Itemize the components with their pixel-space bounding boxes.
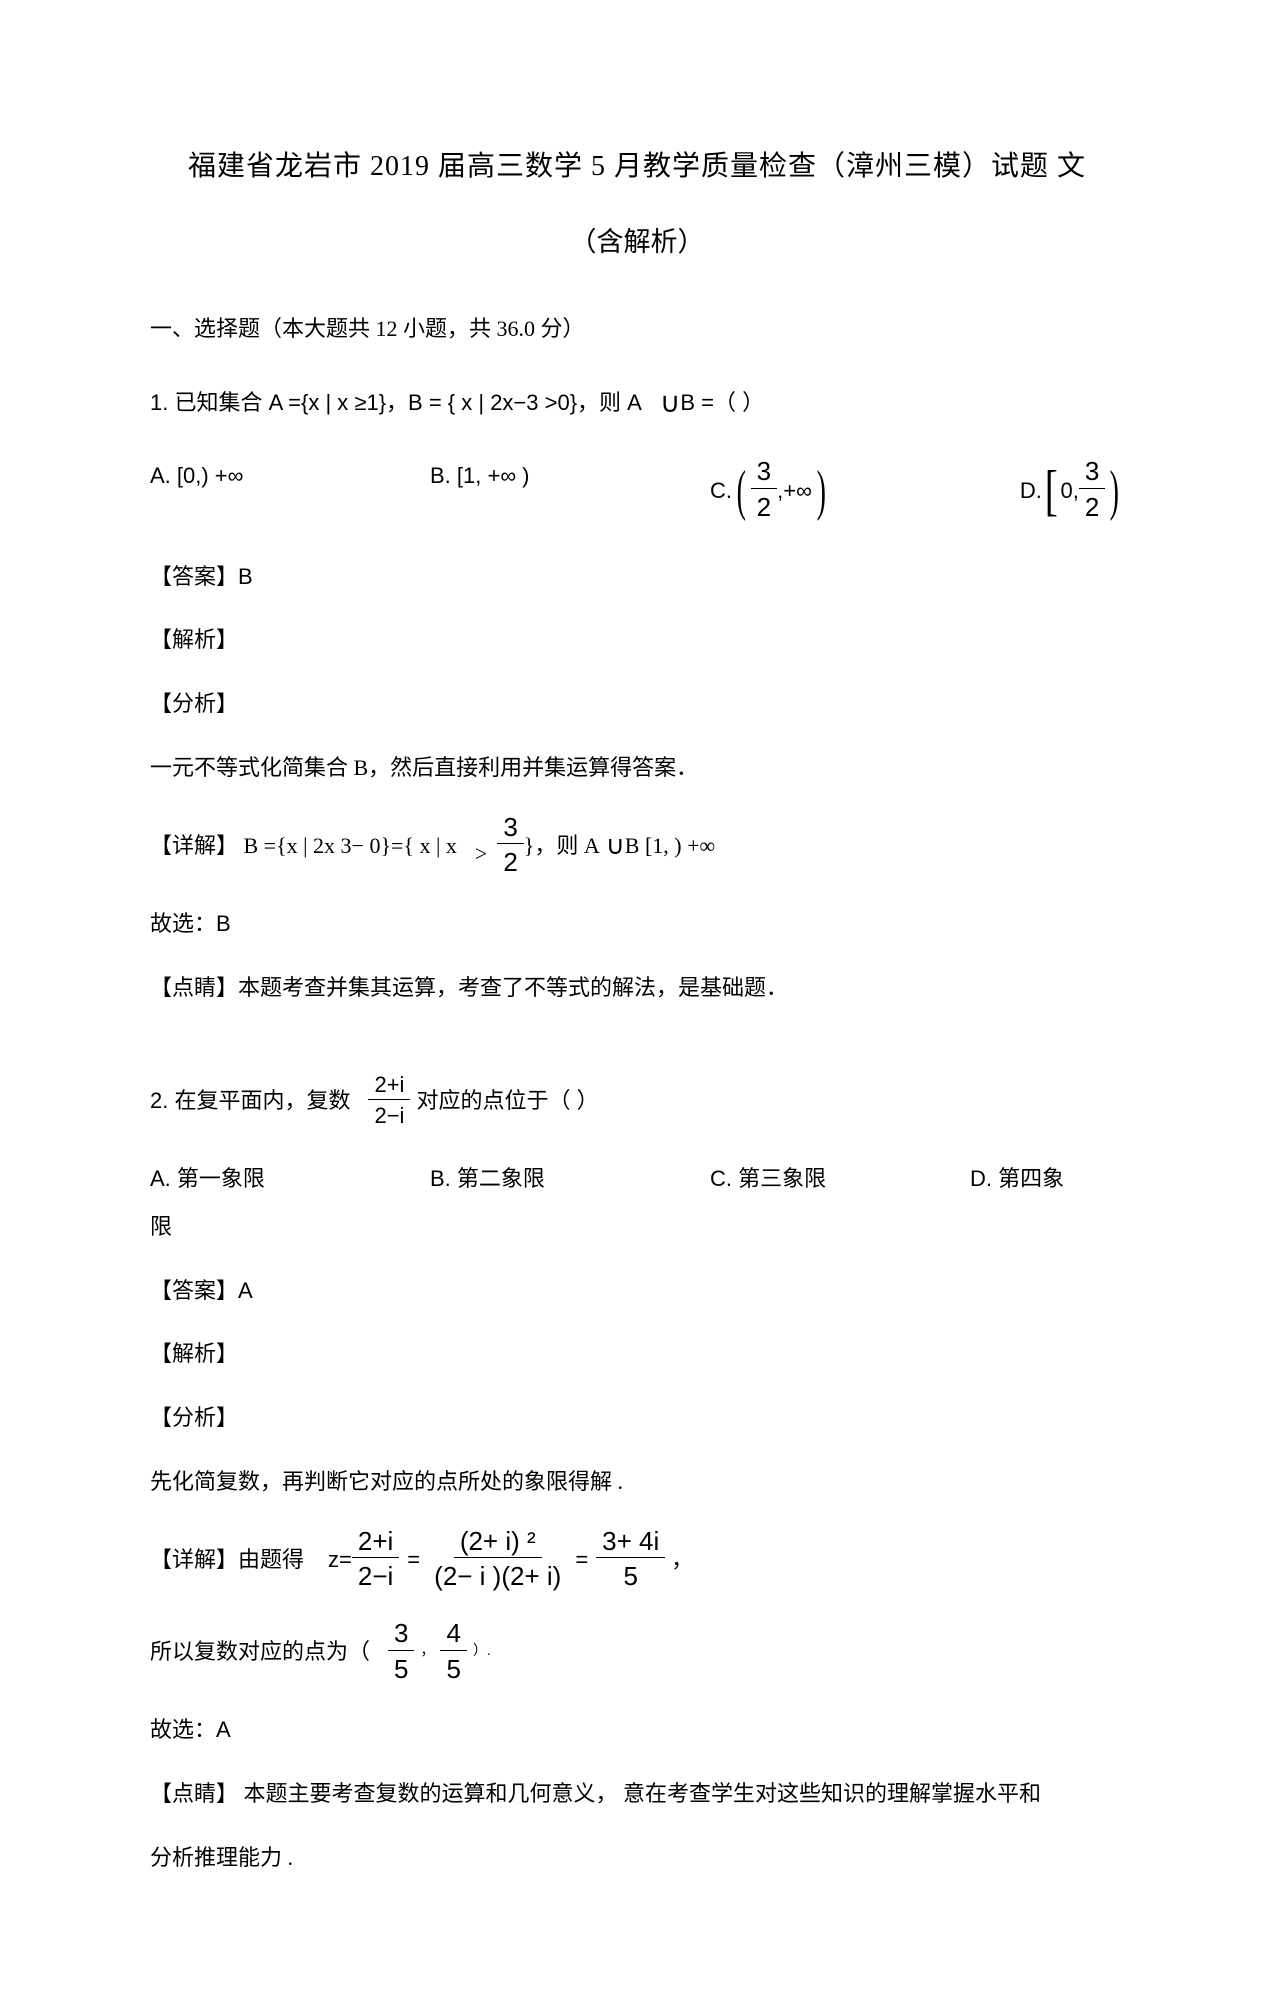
q1-fenxi: 【分析】 — [150, 683, 1124, 725]
q2-choice-b: B. 第二象限 — [430, 1158, 710, 1200]
q1-stem: 1. 已知集合 A ={x | x ≥1}，B = { x | 2x−3 >0}… — [150, 376, 1124, 429]
q1-choice-a: A. [0,) +∞ — [150, 455, 430, 525]
q2-choice-c: C. 第三象限 — [710, 1158, 970, 1200]
q1-d-label: D. — [1020, 470, 1042, 512]
q1-c-tail: ,+∞ — [777, 470, 812, 512]
q1-detail-pre: 【详解】 B ={x | 2x 3− 0}={ x | x — [150, 825, 457, 867]
q1-d-lead: 0, — [1061, 470, 1079, 512]
frac-den: 2 — [1079, 489, 1105, 526]
q1-jiexi: 【解析】 — [150, 619, 1124, 661]
q2-z: z= — [328, 1539, 352, 1581]
q1-d-frac: 3 2 — [1079, 455, 1105, 525]
q1-choice-c: C. ( 3 2 ,+∞ ) — [710, 455, 970, 525]
frac-den: 5 — [617, 1558, 643, 1595]
frac-num: 3+ 4i — [596, 1525, 665, 1559]
q1-detail-frac: 3 2 — [497, 811, 523, 881]
q2-detail-label: 【详解】由题得 — [150, 1539, 304, 1581]
exam-page: 福建省龙岩市 2019 届高三数学 5 月教学质量检查（漳州三模）试题 文 （含… — [0, 0, 1274, 2001]
q2-point: 所以复数对应的点为（ 3 5 ， 4 5 ）. — [150, 1617, 1124, 1687]
q2-detail: 【详解】由题得 z= 2+i 2−i = (2+ i) ² (2− i )(2+… — [150, 1525, 1124, 1595]
q2-f3: 3+ 4i 5 — [596, 1525, 665, 1595]
frac-den: 2 — [497, 844, 523, 881]
frac-num: 3 — [497, 811, 523, 845]
gt-icon: > — [457, 833, 497, 875]
q2-guxuan: 故选：A — [150, 1709, 1124, 1751]
rparen-icon: ) — [816, 463, 825, 519]
spacer — [150, 1031, 1124, 1071]
q2-d-xian: 限 — [150, 1206, 1124, 1248]
cup-icon: ∪ — [660, 376, 681, 429]
q2-point-post: ）. — [467, 1639, 491, 1666]
q1-c-label: C. — [710, 470, 732, 512]
q2-stem-frac: 2+i 2−i — [368, 1071, 410, 1132]
q1-detail: 【详解】 B ={x | 2x 3− 0}={ x | x > 3 2 }，则 … — [150, 811, 1124, 881]
frac-den: 5 — [388, 1651, 414, 1688]
q2-choice-d: D. 第四象 — [970, 1158, 1124, 1200]
frac-den: 2−i — [352, 1558, 399, 1595]
q1-answer: 【答案】B — [150, 556, 1124, 598]
q1-guxuan: 故选：B — [150, 903, 1124, 945]
q1-stem-pre: 1. 已知集合 A ={x | x ≥1}，B = { x | 2x−3 >0}… — [150, 382, 642, 424]
frac-num: 2+i — [352, 1525, 399, 1559]
q2-stem-pre: 2. 在复平面内，复数 — [150, 1080, 350, 1122]
q1-detail-post: B [1, ) +∞ — [625, 825, 715, 867]
frac-num: 2+i — [368, 1071, 410, 1100]
comma: ， — [665, 1539, 693, 1581]
frac-num: 4 — [440, 1617, 466, 1651]
q2-dianjing2: 分析推理能力 . — [150, 1837, 1124, 1879]
lparen-icon: ( — [737, 463, 746, 519]
q2-stem: 2. 在复平面内，复数 2+i 2−i 对应的点位于（ ） — [150, 1071, 1124, 1132]
cup-icon: ∪ — [606, 821, 625, 870]
sep: ， — [414, 1639, 440, 1666]
rparen-icon: ) — [1110, 463, 1119, 519]
frac-den: (2− i )(2+ i) — [428, 1558, 567, 1595]
q2-f1: 2+i 2−i — [352, 1525, 399, 1595]
page-title: 福建省龙岩市 2019 届高三数学 5 月教学质量检查（漳州三模）试题 文 — [150, 140, 1124, 193]
q2-stem-post: 对应的点位于（ ） — [416, 1080, 598, 1122]
q1-c-frac: 3 2 — [751, 455, 777, 525]
frac-den: 5 — [440, 1651, 466, 1688]
q2-fenxi-text: 先化简复数，再判断它对应的点所处的象限得解 . — [150, 1461, 1124, 1503]
frac-den: 2 — [751, 489, 777, 526]
q2-fenxi: 【分析】 — [150, 1397, 1124, 1439]
q1-choices: A. [0,) +∞ B. [1, +∞ ) C. ( 3 2 ,+∞ ) D.… — [150, 455, 1124, 525]
q1-fenxi-text: 一元不等式化简集合 B，然后直接利用并集运算得答案． — [150, 747, 1124, 789]
frac-num: (2+ i) ² — [454, 1525, 542, 1559]
q2-choices: A. 第一象限 B. 第二象限 C. 第三象限 D. 第四象 — [150, 1158, 1124, 1200]
q2-pf1: 3 5 — [388, 1617, 414, 1687]
q2-point-pre: 所以复数对应的点为（ — [150, 1631, 370, 1673]
q2-answer: 【答案】A — [150, 1270, 1124, 1312]
q2-dianjing1: 【点睛】 本题主要考查复数的运算和几何意义， 意在考查学生对这些知识的理解掌握水… — [150, 1773, 1124, 1815]
q1-choice-b: B. [1, +∞ ) — [430, 455, 710, 525]
q2-f2: (2+ i) ² (2− i )(2+ i) — [428, 1525, 567, 1595]
frac-den: 2−i — [368, 1100, 410, 1132]
page-subtitle: （含解析） — [150, 217, 1124, 268]
q1-choice-d: D. [ 0, 3 2 ) — [970, 455, 1124, 525]
frac-num: 3 — [1079, 455, 1105, 489]
q1-stem-post: B =（ ） — [680, 382, 764, 424]
q2-choice-a: A. 第一象限 — [150, 1158, 430, 1200]
q2-jiexi: 【解析】 — [150, 1333, 1124, 1375]
q1-dianjing: 【点睛】本题考查并集其运算，考查了不等式的解法，是基础题． — [150, 967, 1124, 1009]
q2-pf2: 4 5 — [440, 1617, 466, 1687]
lbracket-icon: [ — [1045, 463, 1058, 519]
q1-detail-mid: }，则 A — [524, 825, 600, 867]
frac-num: 3 — [388, 1617, 414, 1651]
frac-num: 3 — [751, 455, 777, 489]
section-header: 一、选择题（本大题共 12 小题，共 36.0 分） — [150, 308, 1124, 350]
eq2: = — [567, 1539, 596, 1581]
eq1: = — [399, 1539, 428, 1581]
